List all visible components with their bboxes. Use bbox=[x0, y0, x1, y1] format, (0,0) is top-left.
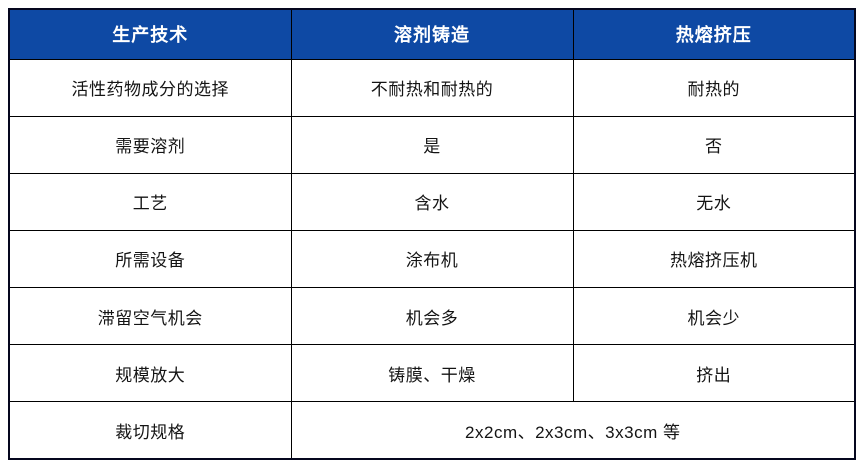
cell-solvent-casting: 机会多 bbox=[290, 287, 574, 346]
cell-solvent-casting: 是 bbox=[290, 115, 574, 174]
row-label: 需要溶剂 bbox=[8, 115, 292, 174]
row-label: 规模放大 bbox=[8, 344, 292, 403]
production-technology-comparison-table: 生产技术 溶剂铸造 热熔挤压 活性药物成分的选择 不耐热和耐热的 耐热的 需要溶… bbox=[8, 8, 856, 461]
table-row-solvent-needed: 需要溶剂 是 否 bbox=[8, 115, 856, 174]
table-row-api-selection: 活性药物成分的选择 不耐热和耐热的 耐热的 bbox=[8, 58, 856, 117]
row-label: 裁切规格 bbox=[8, 401, 292, 461]
header-cell-production-technology: 生产技术 bbox=[8, 8, 292, 60]
header-row: 生产技术 溶剂铸造 热熔挤压 bbox=[8, 8, 856, 60]
cell-merged-cut-sizes: 2x2cm、2x3cm、3x3cm 等 bbox=[290, 401, 856, 461]
row-label: 所需设备 bbox=[8, 229, 292, 289]
row-label: 滞留空气机会 bbox=[8, 287, 292, 346]
cell-solvent-casting: 不耐热和耐热的 bbox=[290, 58, 574, 117]
cell-hot-melt: 耐热的 bbox=[572, 58, 856, 117]
row-label: 工艺 bbox=[8, 172, 292, 231]
cell-hot-melt: 挤出 bbox=[572, 344, 856, 403]
header-cell-hot-melt-extrusion: 热熔挤压 bbox=[572, 8, 856, 60]
table-row-process: 工艺 含水 无水 bbox=[8, 172, 856, 231]
cell-hot-melt: 热熔挤压机 bbox=[572, 229, 856, 289]
table-row-trapped-air: 滞留空气机会 机会多 机会少 bbox=[8, 287, 856, 346]
cell-solvent-casting: 涂布机 bbox=[290, 229, 574, 289]
cell-hot-melt: 无水 bbox=[572, 172, 856, 231]
table-row-equipment: 所需设备 涂布机 热熔挤压机 bbox=[8, 229, 856, 289]
cell-hot-melt: 否 bbox=[572, 115, 856, 174]
row-label: 活性药物成分的选择 bbox=[8, 58, 292, 117]
cell-solvent-casting: 铸膜、干燥 bbox=[290, 344, 574, 403]
cell-hot-melt: 机会少 bbox=[572, 287, 856, 346]
table-row-scale-up: 规模放大 铸膜、干燥 挤出 bbox=[8, 344, 856, 403]
table-row-cut-size: 裁切规格 2x2cm、2x3cm、3x3cm 等 bbox=[8, 401, 856, 461]
cell-solvent-casting: 含水 bbox=[290, 172, 574, 231]
header-cell-solvent-casting: 溶剂铸造 bbox=[290, 8, 574, 60]
